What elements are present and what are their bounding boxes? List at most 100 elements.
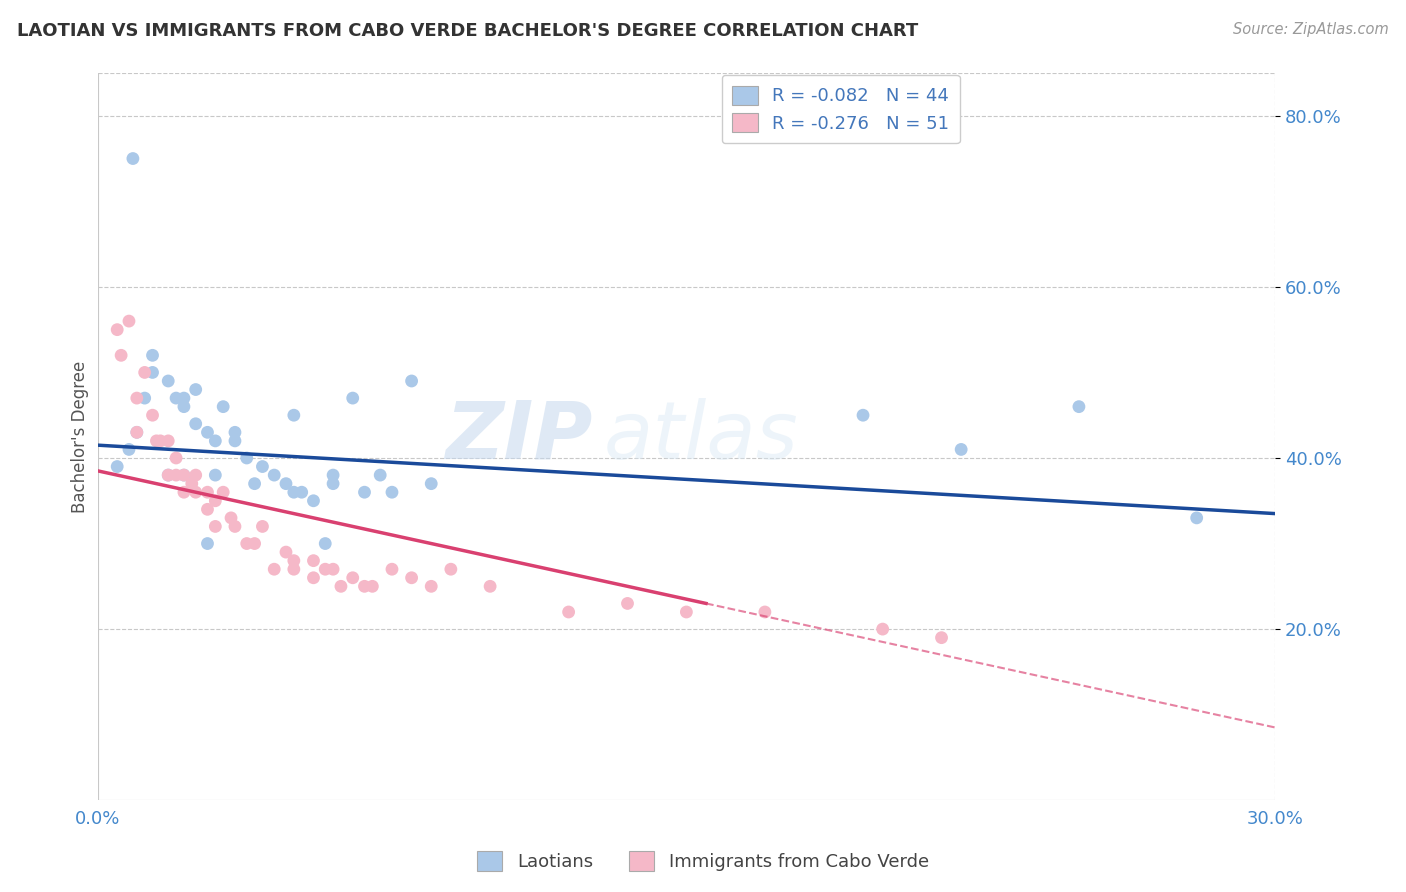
Point bbox=[420, 476, 443, 491]
Point bbox=[557, 605, 579, 619]
Point bbox=[224, 434, 246, 448]
Point bbox=[184, 485, 207, 500]
Point bbox=[212, 485, 235, 500]
Point bbox=[105, 459, 128, 474]
Point bbox=[1067, 400, 1090, 414]
Point bbox=[314, 562, 336, 576]
Point bbox=[322, 468, 344, 483]
Point bbox=[173, 485, 195, 500]
Point bbox=[274, 476, 297, 491]
Point bbox=[852, 408, 875, 422]
Point bbox=[1185, 511, 1208, 525]
Point bbox=[105, 323, 128, 337]
Point bbox=[381, 485, 404, 500]
Point bbox=[173, 400, 195, 414]
Point bbox=[204, 468, 226, 483]
Legend: Laotians, Immigrants from Cabo Verde: Laotians, Immigrants from Cabo Verde bbox=[470, 844, 936, 879]
Point bbox=[118, 442, 141, 457]
Point bbox=[252, 519, 274, 533]
Point bbox=[141, 366, 163, 380]
Point bbox=[180, 476, 202, 491]
Point bbox=[145, 434, 167, 448]
Point bbox=[243, 536, 266, 550]
Point bbox=[219, 511, 242, 525]
Point bbox=[675, 605, 697, 619]
Point bbox=[302, 571, 325, 585]
Point bbox=[110, 348, 132, 362]
Point bbox=[263, 468, 285, 483]
Point bbox=[322, 562, 344, 576]
Point bbox=[353, 485, 375, 500]
Text: ZIP: ZIP bbox=[444, 398, 592, 475]
Point bbox=[754, 605, 776, 619]
Point bbox=[291, 485, 314, 500]
Point bbox=[134, 391, 156, 405]
Point bbox=[173, 468, 195, 483]
Point bbox=[235, 536, 257, 550]
Text: atlas: atlas bbox=[605, 398, 799, 475]
Point bbox=[314, 536, 336, 550]
Point bbox=[283, 485, 305, 500]
Point bbox=[368, 468, 391, 483]
Point bbox=[184, 383, 207, 397]
Point bbox=[342, 391, 364, 405]
Point bbox=[134, 366, 156, 380]
Point bbox=[125, 425, 148, 440]
Point bbox=[165, 468, 187, 483]
Point bbox=[479, 579, 502, 593]
Point bbox=[125, 425, 148, 440]
Point bbox=[235, 450, 257, 465]
Point bbox=[204, 434, 226, 448]
Point bbox=[243, 476, 266, 491]
Point bbox=[872, 622, 894, 636]
Y-axis label: Bachelor's Degree: Bachelor's Degree bbox=[72, 360, 89, 513]
Point bbox=[283, 554, 305, 568]
Point bbox=[353, 579, 375, 593]
Point bbox=[950, 442, 973, 457]
Point bbox=[157, 468, 180, 483]
Point bbox=[125, 391, 148, 405]
Point bbox=[157, 468, 180, 483]
Legend: R = -0.082   N = 44, R = -0.276   N = 51: R = -0.082 N = 44, R = -0.276 N = 51 bbox=[721, 75, 960, 144]
Point bbox=[197, 425, 219, 440]
Point bbox=[173, 391, 195, 405]
Point bbox=[224, 425, 246, 440]
Point bbox=[252, 459, 274, 474]
Point bbox=[931, 631, 953, 645]
Text: Source: ZipAtlas.com: Source: ZipAtlas.com bbox=[1233, 22, 1389, 37]
Point bbox=[141, 348, 163, 362]
Point bbox=[302, 554, 325, 568]
Point bbox=[157, 374, 180, 388]
Point bbox=[224, 519, 246, 533]
Point bbox=[401, 571, 423, 585]
Point bbox=[381, 562, 404, 576]
Point bbox=[141, 408, 163, 422]
Point bbox=[302, 493, 325, 508]
Point bbox=[283, 562, 305, 576]
Point bbox=[149, 434, 172, 448]
Point bbox=[204, 493, 226, 508]
Point bbox=[184, 417, 207, 431]
Point bbox=[165, 450, 187, 465]
Point bbox=[274, 545, 297, 559]
Point bbox=[322, 476, 344, 491]
Text: LAOTIAN VS IMMIGRANTS FROM CABO VERDE BACHELOR'S DEGREE CORRELATION CHART: LAOTIAN VS IMMIGRANTS FROM CABO VERDE BA… bbox=[17, 22, 918, 40]
Point bbox=[157, 434, 180, 448]
Point bbox=[122, 152, 145, 166]
Point bbox=[118, 314, 141, 328]
Point bbox=[184, 468, 207, 483]
Point bbox=[212, 400, 235, 414]
Point bbox=[616, 596, 638, 610]
Point bbox=[440, 562, 463, 576]
Point bbox=[342, 571, 364, 585]
Point bbox=[173, 468, 195, 483]
Point bbox=[329, 579, 352, 593]
Point bbox=[197, 502, 219, 516]
Point bbox=[401, 374, 423, 388]
Point bbox=[361, 579, 384, 593]
Point bbox=[204, 519, 226, 533]
Point bbox=[420, 579, 443, 593]
Point bbox=[197, 485, 219, 500]
Point bbox=[283, 408, 305, 422]
Point bbox=[197, 536, 219, 550]
